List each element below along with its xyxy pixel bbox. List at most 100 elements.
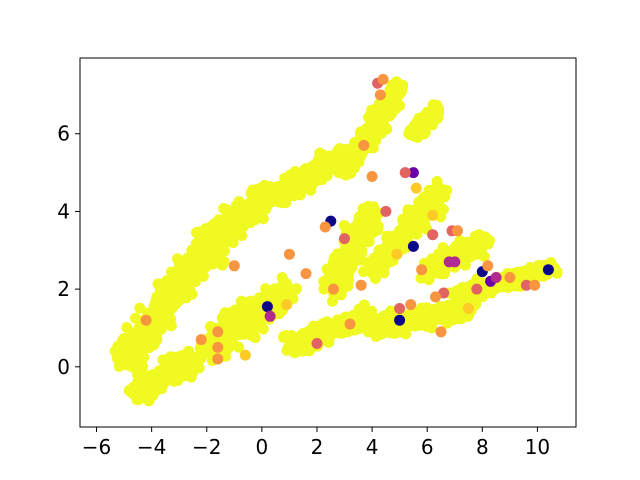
points-layer: [109, 73, 563, 407]
data-point: [281, 176, 293, 188]
data-point-orange: [374, 89, 386, 101]
data-point: [191, 260, 203, 272]
data-point: [333, 259, 345, 271]
data-point: [234, 220, 246, 232]
data-point: [418, 314, 430, 326]
data-point: [368, 312, 380, 324]
data-point-gold: [281, 299, 293, 311]
data-point: [135, 343, 147, 355]
data-point: [389, 323, 401, 335]
data-point: [372, 106, 384, 118]
data-point-salmon: [394, 303, 406, 314]
data-point: [246, 199, 258, 211]
data-point-orange: [300, 268, 312, 280]
y-tick-label: 4: [57, 199, 70, 223]
data-point-orange: [228, 260, 240, 272]
data-point-gold: [410, 182, 422, 194]
data-point: [156, 297, 167, 309]
data-point: [356, 245, 368, 256]
data-point: [234, 317, 246, 329]
data-point-orange: [283, 248, 295, 260]
data-point: [463, 242, 475, 254]
data-point: [319, 156, 331, 168]
data-point: [123, 339, 135, 351]
data-point: [237, 208, 249, 220]
data-point-orange: [435, 326, 447, 338]
data-point: [171, 294, 183, 306]
x-tick-label: 8: [476, 435, 489, 459]
data-point: [327, 295, 338, 307]
data-point-orange: [529, 279, 541, 291]
data-point: [269, 286, 281, 298]
data-point: [219, 307, 231, 319]
data-point: [336, 326, 348, 338]
data-point: [391, 236, 403, 248]
data-point-orange: [212, 326, 224, 338]
data-point: [370, 118, 381, 130]
data-point: [508, 280, 520, 292]
data-point-orange: [452, 225, 463, 237]
data-point: [338, 220, 350, 231]
data-point: [525, 267, 537, 279]
x-tick-label: 4: [366, 435, 379, 459]
data-point: [188, 360, 199, 371]
data-point: [308, 172, 320, 184]
data-point-orange: [328, 283, 339, 295]
data-point-navy: [542, 264, 554, 276]
data-point-orange: [140, 314, 152, 326]
data-point: [534, 261, 546, 273]
x-axis: −6 −4 −2 0 2 4 6 8 10: [82, 427, 550, 459]
data-point: [148, 327, 160, 339]
x-tick-label: 0: [255, 435, 268, 459]
data-point: [291, 283, 302, 295]
data-point: [353, 226, 365, 238]
data-point: [194, 226, 206, 238]
data-point-orange: [319, 221, 331, 233]
data-point: [431, 191, 443, 203]
data-point: [243, 320, 254, 332]
data-point: [343, 267, 355, 279]
data-point: [375, 259, 387, 271]
data-point-orange: [405, 299, 417, 311]
data-point: [129, 312, 141, 324]
data-point: [297, 345, 309, 357]
data-point: [200, 261, 212, 273]
data-point: [417, 219, 429, 231]
data-point: [296, 168, 308, 180]
data-point: [198, 246, 210, 258]
data-point: [292, 333, 304, 345]
x-tick-label: −2: [192, 435, 221, 459]
data-point-purple: [407, 167, 419, 179]
x-tick-label: −4: [137, 435, 166, 459]
data-point: [340, 252, 352, 264]
data-point: [165, 280, 177, 292]
data-point: [386, 79, 398, 91]
data-point-orange: [358, 139, 370, 151]
data-point: [135, 389, 147, 400]
data-point: [369, 273, 381, 284]
y-tick-label: 6: [57, 122, 70, 146]
data-point: [441, 184, 453, 196]
data-point: [158, 370, 170, 382]
data-point-orange: [416, 264, 428, 276]
data-point: [233, 325, 245, 337]
data-point: [306, 327, 317, 339]
data-point: [364, 326, 376, 338]
data-point: [352, 150, 364, 162]
data-point-orange: [195, 334, 207, 346]
data-point: [389, 91, 401, 103]
data-point: [384, 256, 396, 268]
data-point: [397, 227, 409, 239]
data-point-magenta: [490, 272, 502, 283]
data-point: [247, 311, 259, 323]
data-point-orange: [430, 291, 441, 303]
data-point: [249, 214, 261, 225]
data-point: [278, 331, 290, 342]
data-point: [333, 275, 345, 287]
data-point: [291, 177, 303, 189]
data-point: [430, 104, 442, 115]
data-point: [351, 310, 363, 322]
data-point-gold: [427, 209, 439, 221]
x-tick-label: 2: [311, 435, 324, 459]
